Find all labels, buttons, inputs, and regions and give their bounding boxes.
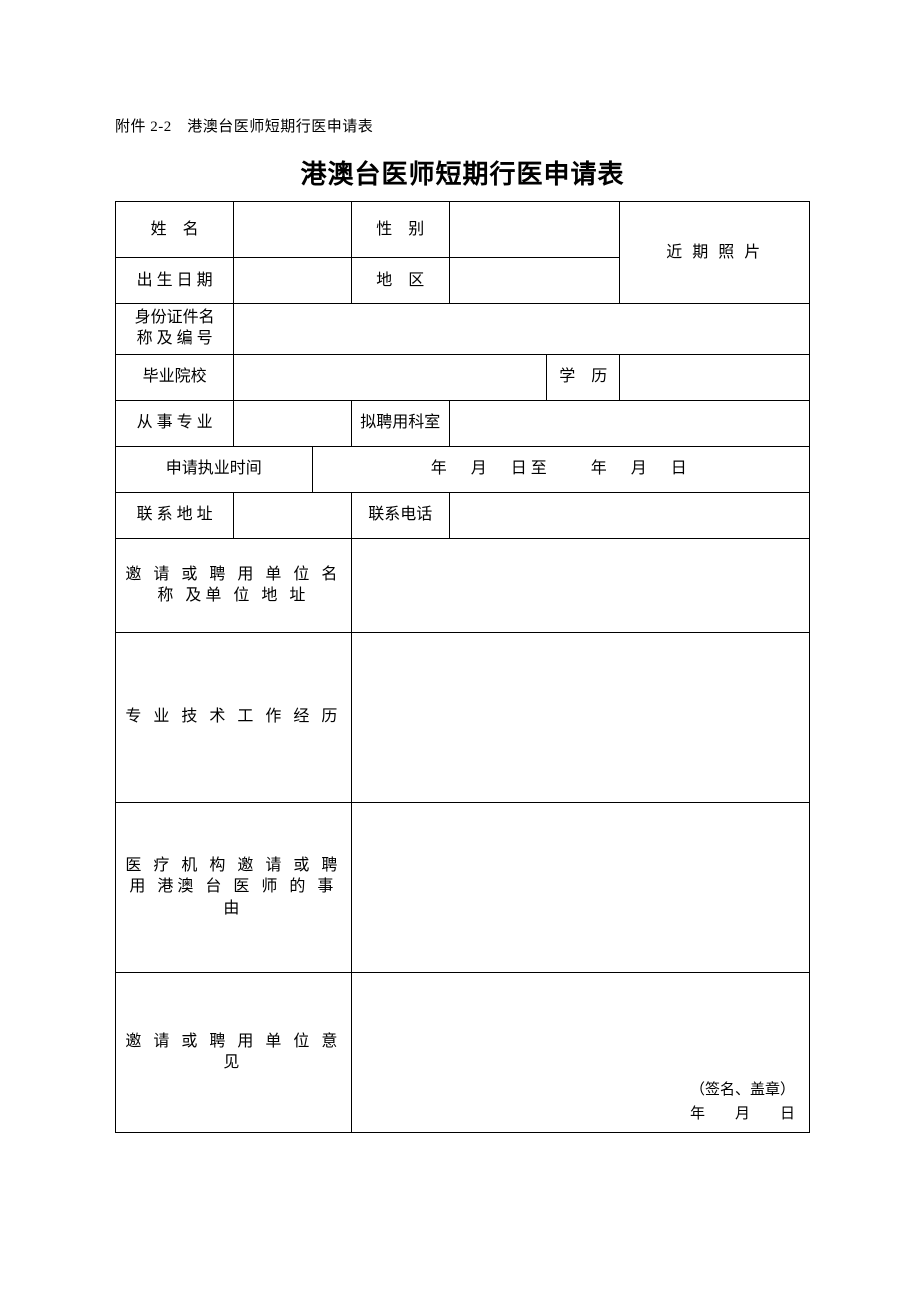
- label-id: 身份证件名 称 及 编 号: [116, 304, 234, 355]
- form-title: 港澳台医师短期行医申请表: [115, 154, 810, 191]
- application-form-table: 姓 名 性 别 近 期 照 片 出 生 日 期 地 区 身份证件名 称 及 编 …: [115, 201, 810, 1133]
- field-inviter[interactable]: [351, 538, 809, 632]
- sign-seal-label: （签名、盖章）: [690, 1078, 795, 1102]
- label-id-line1: 身份证件名: [135, 309, 215, 326]
- field-address[interactable]: [234, 492, 351, 538]
- label-school: 毕业院校: [116, 354, 234, 400]
- label-opinion: 邀 请 或 聘 用 单 位 意 见: [116, 972, 352, 1132]
- label-region: 地 区: [351, 258, 449, 304]
- annex-label: 附件 2-2 港澳台医师短期行医申请表: [115, 115, 810, 136]
- field-department[interactable]: [449, 400, 809, 446]
- field-education[interactable]: [620, 354, 810, 400]
- label-profession: 从 事 专 业: [116, 400, 234, 446]
- field-region[interactable]: [449, 258, 619, 304]
- field-opinion[interactable]: （签名、盖章） 年 月 日: [351, 972, 809, 1132]
- signature-block: （签名、盖章） 年 月 日: [690, 1078, 795, 1126]
- sign-date-label: 年 月 日: [690, 1102, 795, 1126]
- field-workhistory[interactable]: [351, 632, 809, 802]
- field-gender[interactable]: [449, 202, 619, 258]
- field-reason[interactable]: [351, 802, 809, 972]
- label-reason: 医 疗 机 构 邀 请 或 聘 用 港澳 台 医 师 的 事 由: [116, 802, 352, 972]
- label-gender: 性 别: [351, 202, 449, 258]
- label-address: 联 系 地 址: [116, 492, 234, 538]
- field-id[interactable]: [234, 304, 810, 355]
- field-dob[interactable]: [234, 258, 351, 304]
- label-name: 姓 名: [116, 202, 234, 258]
- label-education: 学 历: [547, 354, 620, 400]
- field-applytime[interactable]: 年 月 日至 年 月 日: [312, 446, 809, 492]
- field-school[interactable]: [234, 354, 547, 400]
- label-applytime: 申请执业时间: [116, 446, 313, 492]
- label-workhistory: 专 业 技 术 工 作 经 历: [116, 632, 352, 802]
- label-dob: 出 生 日 期: [116, 258, 234, 304]
- label-department: 拟聘用科室: [351, 400, 449, 446]
- label-inviter: 邀 请 或 聘 用 单 位 名 称 及单 位 地 址: [116, 538, 352, 632]
- label-phone: 联系电话: [351, 492, 449, 538]
- field-phone[interactable]: [449, 492, 809, 538]
- label-id-line2: 称 及 编 号: [137, 330, 213, 347]
- field-profession[interactable]: [234, 400, 351, 446]
- field-name[interactable]: [234, 202, 351, 258]
- photo-box[interactable]: 近 期 照 片: [620, 202, 810, 304]
